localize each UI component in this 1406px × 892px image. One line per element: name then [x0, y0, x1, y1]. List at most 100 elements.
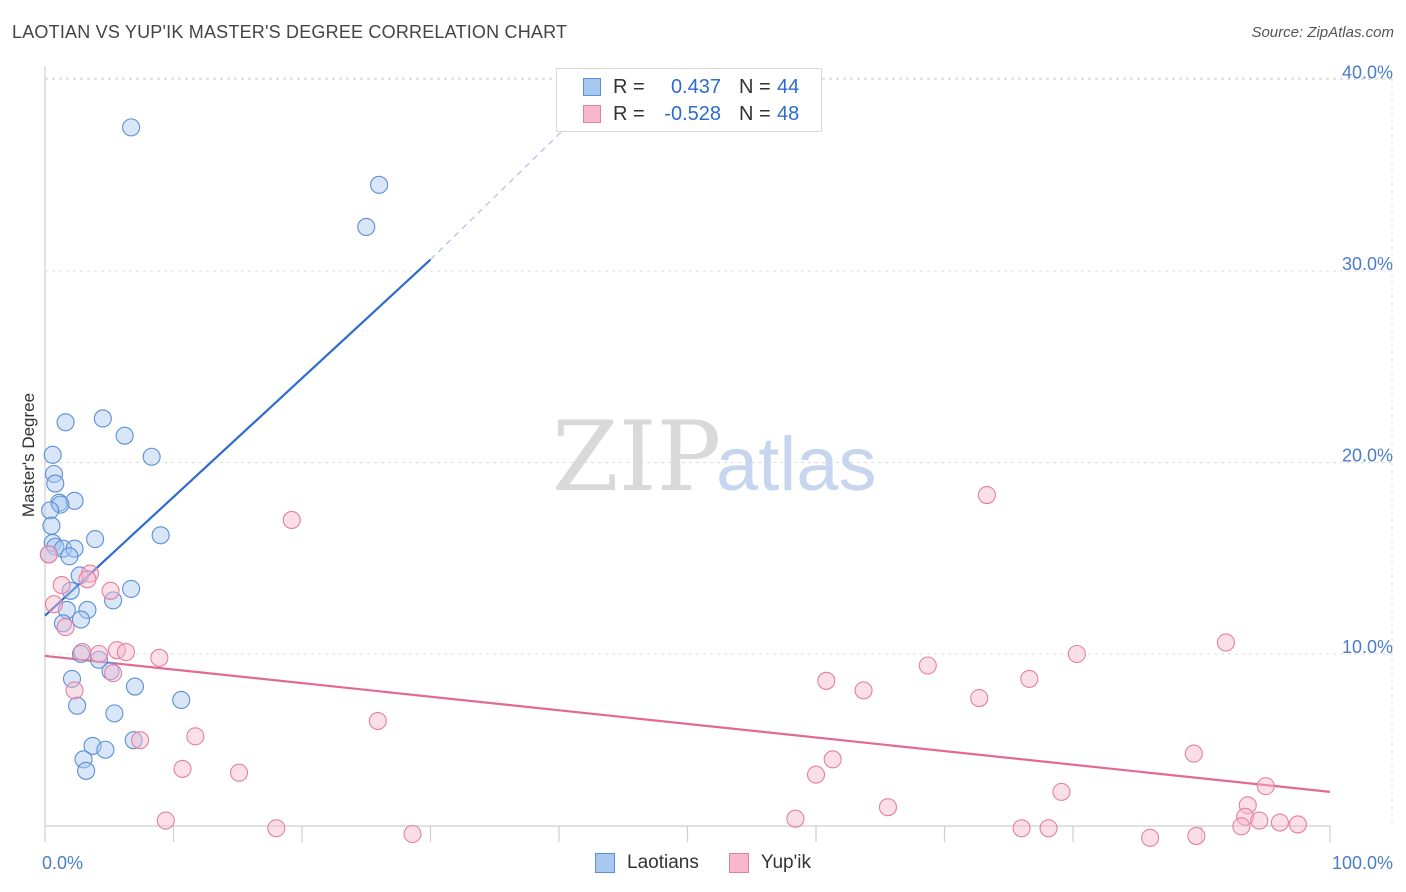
source-label: Source: ZipAtlas.com	[1251, 24, 1394, 41]
data-point-yupik	[823, 750, 842, 769]
y-tick-label: 40.0%	[1342, 63, 1393, 83]
data-point-laotians	[68, 696, 87, 715]
laotians-swatch	[583, 78, 601, 96]
data-point-laotians	[122, 579, 141, 598]
n-value: 48	[777, 102, 800, 125]
data-point-laotians	[41, 501, 60, 520]
data-point-yupik	[1184, 744, 1203, 763]
data-point-yupik	[52, 576, 71, 595]
data-point-yupik	[44, 595, 64, 614]
data-point-laotians	[172, 690, 191, 710]
data-point-yupik	[282, 510, 301, 530]
data-point-laotians	[122, 118, 141, 137]
data-point-yupik	[131, 731, 150, 750]
data-point-yupik	[786, 809, 805, 828]
data-point-laotians	[115, 426, 134, 445]
data-point-yupik	[977, 486, 996, 505]
x-tick-label: 0.0%	[42, 853, 83, 873]
chart-title: LAOTIAN VS YUP'IK MASTER'S DEGREE CORREL…	[12, 22, 568, 42]
watermark-atlas: atlas	[716, 422, 877, 507]
data-point-yupik	[1256, 777, 1275, 796]
data-point-laotians	[86, 530, 105, 549]
data-point-laotians	[46, 537, 65, 556]
yupik-legend-label: Yup'ik	[760, 852, 811, 873]
grid-lines	[45, 77, 1393, 826]
x-tick-label: 100.0%	[1332, 853, 1393, 873]
n-value: 44	[777, 75, 800, 98]
data-point-laotians	[357, 217, 376, 237]
data-point-yupik	[1232, 817, 1251, 836]
data-point-yupik	[56, 618, 75, 637]
data-point-yupik	[1052, 782, 1071, 801]
data-point-yupik	[65, 681, 84, 700]
data-point-laotians	[370, 175, 389, 194]
data-point-yupik	[186, 727, 205, 746]
data-point-laotians	[142, 447, 161, 466]
n-label: N =	[739, 75, 771, 98]
data-point-yupik	[878, 798, 898, 817]
data-point-yupik	[1039, 819, 1058, 838]
data-point-laotians	[51, 495, 70, 514]
data-point-yupik	[806, 765, 826, 784]
yupik-swatch	[583, 105, 601, 123]
data-point-yupik	[1288, 815, 1307, 834]
legend-row-laotians: R = 0.437 N = 44	[583, 74, 799, 100]
data-point-yupik	[1238, 796, 1257, 815]
data-point-yupik	[39, 545, 58, 564]
legend-item-laotians[interactable]: Laotians	[595, 852, 699, 874]
data-point-yupik	[229, 763, 249, 782]
data-point-yupik	[1020, 669, 1039, 688]
data-point-yupik	[173, 759, 192, 778]
data-point-laotians	[74, 750, 93, 769]
y-tick-label: 10.0%	[1342, 637, 1393, 657]
y-tick-label: 20.0%	[1342, 446, 1393, 466]
data-point-yupik	[104, 664, 123, 683]
yupik-legend-swatch	[728, 853, 749, 873]
correlation-legend: R = 0.437 N = 44 R = -0.528 N = 48	[556, 68, 822, 132]
data-point-yupik	[116, 643, 136, 662]
data-point-laotians	[77, 761, 96, 780]
data-point-laotians	[62, 669, 82, 688]
y-axis-label: Master's Degree	[19, 393, 38, 517]
data-point-laotians	[44, 464, 64, 484]
data-point-yupik	[89, 644, 109, 664]
data-point-yupik	[73, 643, 92, 662]
data-point-yupik	[1236, 807, 1255, 826]
data-point-yupik	[267, 819, 286, 838]
data-point-yupik	[817, 671, 836, 690]
data-point-laotians	[61, 581, 80, 600]
data-point-laotians	[42, 516, 61, 535]
trend-lines	[44, 121, 1331, 793]
data-point-yupik	[1270, 813, 1289, 832]
data-point-yupik	[101, 581, 120, 600]
data-point-yupik	[368, 711, 387, 731]
data-point-laotians	[43, 445, 62, 464]
series-legend: Laotians Yup'ik	[0, 852, 1406, 874]
data-point-laotians	[46, 474, 65, 493]
data-point-yupik	[1250, 811, 1269, 830]
data-point-yupik	[970, 688, 989, 708]
data-point-laotians	[60, 547, 79, 566]
laotians-legend-swatch	[595, 853, 616, 873]
data-point-yupik	[1012, 819, 1031, 838]
data-point-laotians	[96, 740, 115, 759]
n-label: N =	[739, 102, 771, 125]
trend-line-laotians	[44, 258, 432, 617]
trend-line-yupik	[44, 654, 1331, 793]
y-tick-labels: 10.0% 20.0% 30.0% 40.0%	[1342, 63, 1393, 658]
watermark-zip: ZIP	[552, 401, 721, 513]
data-point-laotians	[78, 600, 97, 620]
data-point-laotians	[105, 704, 124, 723]
data-point-laotians	[101, 662, 120, 681]
data-point-yupik	[107, 641, 127, 660]
laotians-legend-label: Laotians	[627, 852, 699, 873]
axes	[44, 66, 1331, 842]
r-label: R =	[613, 75, 645, 98]
data-point-laotians	[151, 526, 170, 545]
data-point-yupik	[1187, 826, 1206, 845]
data-point-laotians	[125, 677, 144, 696]
data-point-laotians	[56, 413, 75, 432]
data-point-laotians	[71, 610, 91, 629]
legend-item-yupik[interactable]: Yup'ik	[728, 852, 811, 874]
